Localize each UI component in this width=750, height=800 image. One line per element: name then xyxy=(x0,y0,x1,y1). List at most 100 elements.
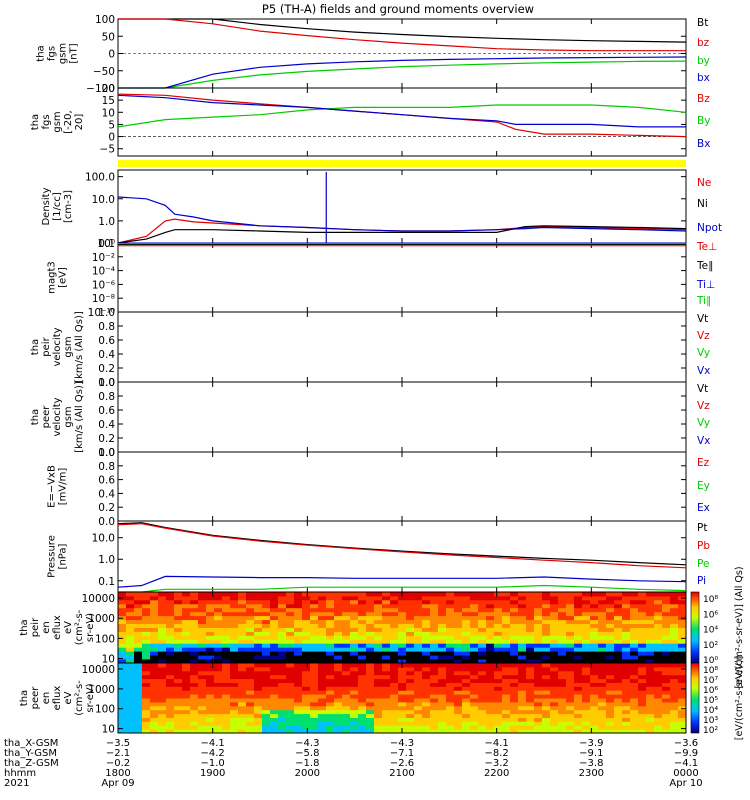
spectrogram-cell xyxy=(662,647,671,652)
spectrogram-cell xyxy=(390,709,399,715)
spectrogram-cell xyxy=(406,599,415,605)
spectrogram-cell xyxy=(630,678,639,683)
spectrogram-cell xyxy=(246,674,255,680)
spectrogram-cell xyxy=(278,659,287,663)
spectrogram-cell xyxy=(542,682,551,687)
spectrogram-cell xyxy=(214,655,223,660)
spectrogram-cell xyxy=(518,635,527,640)
spectrogram-cell xyxy=(398,670,407,676)
spectrogram-cell xyxy=(246,678,255,683)
spectrogram-cell xyxy=(534,619,543,624)
spectrogram-cell xyxy=(486,690,495,695)
xrow-value: −4.3 xyxy=(390,738,414,749)
spectrogram-cell xyxy=(246,666,255,672)
spectrogram-cell xyxy=(158,670,167,676)
spectrogram-cell xyxy=(198,655,207,660)
spectrogram-cell xyxy=(238,623,247,628)
spectrogram-cell xyxy=(510,623,519,628)
spectrogram-cell xyxy=(214,670,223,676)
spectrogram-cell xyxy=(446,705,455,711)
ytick-label: −5 xyxy=(100,144,115,156)
spectrogram-cell xyxy=(166,639,175,644)
spectrogram-cell xyxy=(574,635,583,640)
spectrogram-cell xyxy=(446,674,455,680)
spectrogram-cell xyxy=(454,663,463,668)
spectrogram-cell xyxy=(670,713,679,718)
spectrogram-cell xyxy=(198,615,207,621)
spectrogram-cell xyxy=(590,615,599,621)
spectrogram-cell xyxy=(526,611,535,617)
spectrogram-cell xyxy=(414,635,423,640)
spectrogram-cell xyxy=(198,709,207,715)
spectrogram-cell xyxy=(398,705,407,711)
spectrogram-cell xyxy=(454,592,463,597)
spectrogram-cell xyxy=(198,619,207,624)
spectrogram-cell xyxy=(206,611,215,617)
spectrogram-cell xyxy=(630,659,639,663)
spectrogram-cell xyxy=(414,705,423,711)
spectrogram-cell xyxy=(270,615,279,621)
spectrogram-cell xyxy=(662,603,671,609)
spectrogram-cell xyxy=(510,607,519,613)
spectrogram-cell xyxy=(662,599,671,605)
spectrogram-cell xyxy=(326,651,335,656)
spectrogram-cell xyxy=(670,592,679,597)
spectrogram-cell xyxy=(646,694,655,699)
colorbar-tick: 10⁴ xyxy=(703,626,718,636)
spectrogram-cell xyxy=(270,631,279,636)
spectrogram-cell xyxy=(150,701,159,707)
spectrogram-cell xyxy=(366,599,375,605)
spectrogram-cell xyxy=(134,635,143,640)
spectrogram-cell xyxy=(294,725,303,730)
spectrogram-cell xyxy=(270,627,279,632)
spectrogram-cell xyxy=(430,705,439,711)
spectrogram-cell xyxy=(118,678,127,683)
ylabel-line: tha xyxy=(36,45,47,61)
spectrogram-cell xyxy=(646,666,655,672)
spectrogram-cell xyxy=(166,694,175,699)
spectrogram-cell xyxy=(238,713,247,718)
spectrogram-cell xyxy=(566,619,575,624)
spectrogram-cell xyxy=(598,611,607,617)
spectrogram-cell xyxy=(278,647,287,652)
spectrogram-cell xyxy=(422,670,431,676)
spectrogram-cell xyxy=(502,670,511,676)
spectrogram-cell xyxy=(310,701,319,707)
spectrogram-cell xyxy=(662,698,671,703)
spectrogram-cell xyxy=(254,631,263,636)
spectrogram-cell xyxy=(638,631,647,636)
spectrogram-cell xyxy=(414,659,423,663)
xrow-value: 2000 xyxy=(295,768,320,779)
spectrogram-cells xyxy=(118,663,686,733)
spectrogram-cell xyxy=(286,627,295,632)
spectrogram-cell xyxy=(470,670,479,676)
spectrogram-cell xyxy=(502,713,511,718)
spectrogram-cell xyxy=(590,698,599,703)
spectrogram-cell xyxy=(398,701,407,707)
spectrogram-cell xyxy=(414,721,423,726)
spectrogram-cell xyxy=(358,635,367,640)
spectrogram-cell xyxy=(230,595,239,601)
spectrogram-cell xyxy=(286,623,295,628)
spectrogram-cell xyxy=(382,709,391,715)
spectrogram-cell xyxy=(534,595,543,601)
ylabel-line: fgs xyxy=(41,114,52,129)
spectrogram-cell xyxy=(518,717,527,722)
spectrogram-cell xyxy=(638,729,647,733)
colorbar-tick: 10³ xyxy=(703,716,718,726)
spectrogram-cell xyxy=(438,647,447,652)
spectrogram-cell xyxy=(590,666,599,672)
spectrogram-cell xyxy=(406,663,415,668)
spectrogram-cell xyxy=(246,694,255,699)
spectrogram-cell xyxy=(254,678,263,683)
spectrogram-cell xyxy=(294,611,303,617)
spectrogram-cell xyxy=(206,725,215,730)
spectrogram-cell xyxy=(662,627,671,632)
spectrogram-cell xyxy=(398,709,407,715)
xrow-value: −2.6 xyxy=(390,758,414,769)
spectrogram-cell xyxy=(646,615,655,621)
spectrogram-cell xyxy=(142,631,151,636)
spectrogram-cell xyxy=(222,643,231,648)
spectrogram-cell xyxy=(654,627,663,632)
spectrogram-cell xyxy=(126,690,135,695)
